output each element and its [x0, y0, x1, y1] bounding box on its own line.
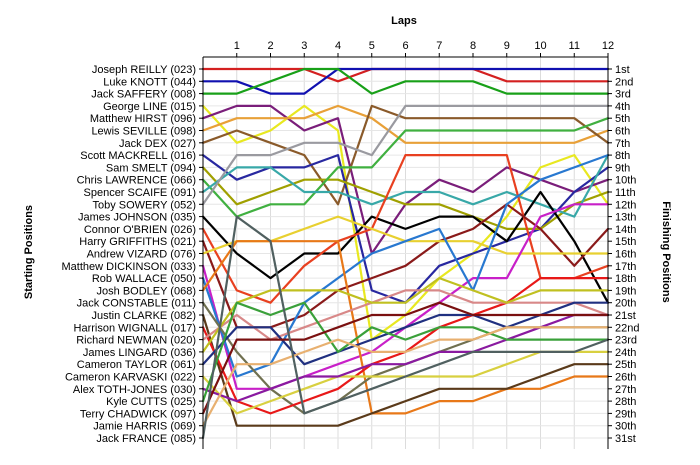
x-tick-label: 1 — [234, 40, 240, 52]
start-label: Lewis SEVILLE (098) — [91, 126, 196, 138]
start-label: Luke KNOTT (044) — [103, 76, 196, 88]
series-line-13 — [201, 190, 610, 304]
series-line-31 — [201, 215, 610, 440]
finish-label: 13th — [615, 212, 636, 224]
finish-label: 6th — [615, 126, 630, 138]
start-label: Cameron TAYLOR (061) — [77, 359, 196, 371]
start-label: Andrew VIZARD (076) — [87, 249, 196, 261]
start-label: Cameron KARVASKI (022) — [65, 372, 196, 384]
finish-label: 7th — [615, 138, 630, 150]
start-label: Sam SMELT (094) — [106, 162, 196, 174]
finish-label: 10th — [615, 175, 636, 187]
start-label: Jack FRANCE (085) — [96, 433, 196, 445]
series-line-3 — [201, 67, 610, 95]
start-label: Joseph REILLY (023) — [92, 64, 196, 76]
start-label: Jack DEX (027) — [119, 138, 196, 150]
start-label: Justin CLARKE (082) — [91, 310, 196, 322]
finish-label: 28th — [615, 396, 636, 408]
x-tick-label: 4 — [335, 40, 341, 52]
series-line-6 — [201, 104, 610, 144]
x-tick-label: 12 — [602, 40, 614, 52]
finish-label: 22nd — [615, 322, 639, 334]
finish-label: 3rd — [615, 89, 631, 101]
start-label: Matthew DICKINSON (033) — [62, 261, 196, 273]
finish-label: 16th — [615, 249, 636, 261]
finish-label: 18th — [615, 273, 636, 285]
y-axis-right-title: Finishing Positions — [660, 201, 672, 302]
finish-label: 17th — [615, 261, 636, 273]
start-label: Rob WALLACE (050) — [92, 273, 196, 285]
start-label: George LINE (015) — [103, 101, 196, 113]
finish-label: 2nd — [615, 76, 633, 88]
x-tick-label: 8 — [470, 40, 476, 52]
x-tick-label: 5 — [369, 40, 375, 52]
finish-label: 11th — [615, 187, 636, 199]
finish-label: 21st — [615, 310, 636, 322]
x-tick-label: 9 — [504, 40, 510, 52]
finish-label: 30th — [615, 421, 636, 433]
x-tick-label: 3 — [301, 40, 307, 52]
x-tick-label: 7 — [436, 40, 442, 52]
series-line-11 — [201, 154, 610, 218]
x-axis-title: Laps — [391, 15, 417, 27]
x-tick-label: 2 — [267, 40, 273, 52]
finish-label: 19th — [615, 285, 636, 297]
finish-label: 4th — [615, 101, 630, 113]
series-line-10 — [201, 117, 610, 218]
series-lines — [201, 67, 610, 440]
start-label: Terry CHADWICK (097) — [80, 408, 196, 420]
x-tick-label: 11 — [569, 40, 580, 52]
start-label: Toby SOWERY (052) — [92, 199, 196, 211]
start-label: Harrison WIGNALL (017) — [74, 322, 196, 334]
finish-label: 8th — [615, 150, 630, 162]
series-line-2 — [201, 67, 610, 95]
start-label: Alex TOTH-JONES (030) — [73, 384, 196, 396]
finish-label: 25th — [615, 359, 636, 371]
finish-label: 14th — [615, 224, 636, 236]
start-label: James LINGARD (036) — [83, 347, 196, 359]
start-label: Spencer SCAIFE (091) — [84, 187, 197, 199]
start-label: Jack SAFFERY (008) — [91, 89, 196, 101]
finish-label: 27th — [615, 384, 636, 396]
finish-label: 29th — [615, 408, 636, 420]
start-label: Connor O'BRIEN (026) — [84, 224, 196, 236]
finish-label: 15th — [615, 236, 636, 248]
axes — [199, 53, 612, 449]
finish-label: 9th — [615, 162, 630, 174]
x-tick-label: 6 — [402, 40, 408, 52]
start-label: Richard NEWMAN (020) — [76, 335, 196, 347]
start-label: Harry GRIFFITHS (021) — [79, 236, 196, 248]
finish-label: 24th — [615, 347, 636, 359]
finish-label: 20th — [615, 298, 636, 310]
start-label: Scott MACKRELL (016) — [80, 150, 196, 162]
finish-label: 31st — [615, 433, 636, 445]
start-label: Matthew HIRST (096) — [90, 113, 196, 125]
finish-label: 12th — [615, 199, 636, 211]
finish-label: 23rd — [615, 335, 637, 347]
series-line-30 — [201, 326, 610, 427]
start-label: Chris LAWRENCE (066) — [77, 175, 196, 187]
series-line-7 — [201, 104, 610, 206]
start-label: Josh BODLEY (068) — [97, 285, 196, 297]
series-line-28 — [201, 301, 610, 403]
start-label: Jamie HARRIS (069) — [93, 421, 196, 433]
start-label: Kyle CUTTS (025) — [106, 396, 196, 408]
series-line-29 — [201, 301, 610, 415]
x-tick-label: 10 — [534, 40, 546, 52]
finish-label: 26th — [615, 372, 636, 384]
y-axis-left-title: Starting Positions — [23, 205, 35, 299]
series-line-24 — [201, 277, 610, 353]
start-label: James JOHNSON (035) — [78, 212, 196, 224]
start-label: Jack CONSTABLE (011) — [77, 298, 196, 310]
finish-label: 1st — [615, 64, 630, 76]
finish-label: 5th — [615, 113, 630, 125]
series-line-12 — [201, 104, 610, 206]
series-line-21 — [201, 313, 610, 427]
